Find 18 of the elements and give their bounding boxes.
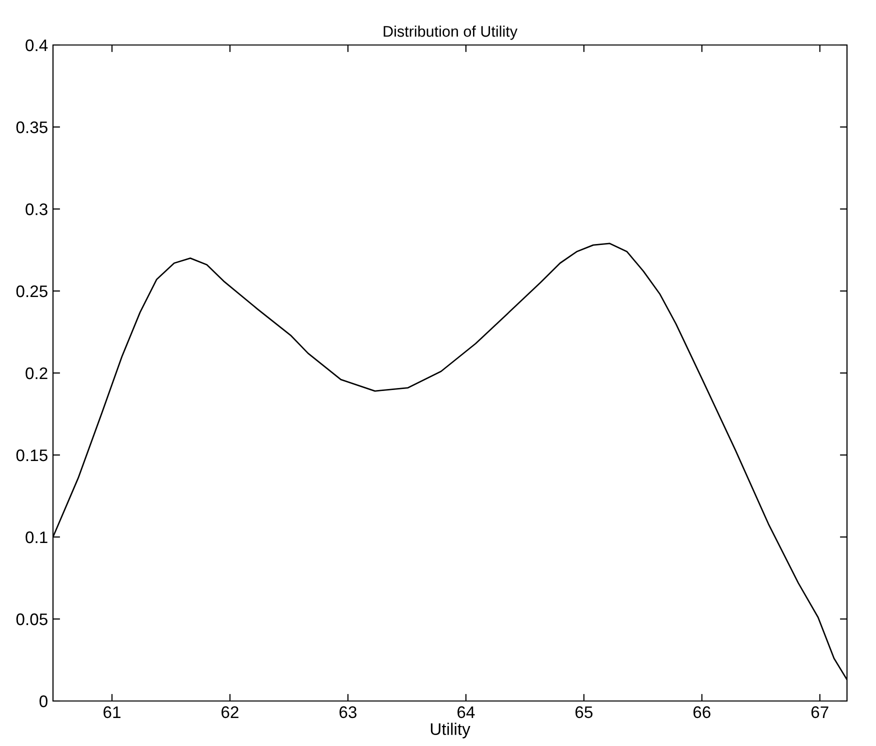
x-tick-label: 65 xyxy=(575,706,592,718)
x-tick-label: 66 xyxy=(693,706,710,718)
x-axis-title: Utility xyxy=(430,722,470,738)
x-tick-label: 61 xyxy=(104,706,120,718)
x-tick-label: 63 xyxy=(340,706,356,718)
y-tick-label: 0.25 xyxy=(16,285,48,298)
y-tick-label: 0.15 xyxy=(16,449,48,462)
y-tick-label: 0.2 xyxy=(26,367,48,380)
y-tick-label: 0.3 xyxy=(26,203,48,216)
y-tick-label: 0 xyxy=(40,695,48,708)
y-tick-label: 0.4 xyxy=(26,39,48,52)
chart-title: Distribution of Utility xyxy=(384,26,518,40)
x-tick-label: 62 xyxy=(222,706,238,718)
y-tick-label: 0.1 xyxy=(26,531,48,544)
y-tick-label: 0.05 xyxy=(16,613,48,626)
x-tick-label: 67 xyxy=(811,706,828,718)
x-tick-label: 64 xyxy=(458,706,475,718)
y-tick-label: 0.35 xyxy=(16,121,48,134)
